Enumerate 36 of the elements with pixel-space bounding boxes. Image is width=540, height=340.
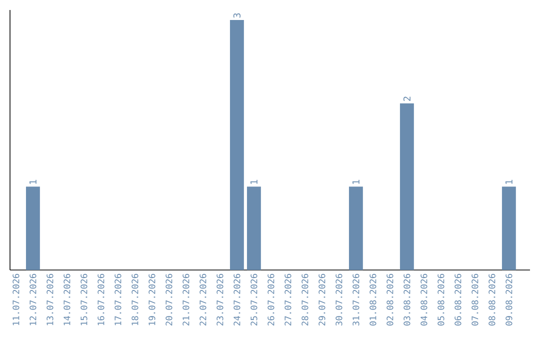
x-tick-label: 17.07.2026 [114,274,122,326]
x-tick-label: 16.07.2026 [98,274,104,326]
x-tick-label: 02.08.2026 [386,274,394,326]
x-tick-label: 03.08.2026 [404,274,410,326]
x-tick-label: 30.07.2026 [336,274,342,326]
x-tick-label: 11.07.2026 [12,274,20,326]
x-tick-label: 21.07.2026 [182,274,190,326]
x-tick-label: 24.07.2026 [234,274,240,326]
x-tick-label: 27.07.2026 [284,274,292,326]
x-tick-label: 22.07.2026 [200,274,206,326]
x-tick-label: 23.07.2026 [216,274,224,326]
x-tick-label: 19.07.2026 [148,274,156,326]
x-tick-label: 28.07.2026 [302,274,308,326]
x-tick-label: 18.07.2026 [132,274,138,326]
x-tick-label: 29.07.2026 [318,274,326,326]
data-label: 2 [403,96,410,101]
x-tick-label: 15.07.2026 [80,274,88,326]
x-tick-label: 12.07.2026 [30,274,36,326]
x-tick-label: 20.07.2026 [166,274,172,326]
x-tick-label: 05.08.2026 [438,274,444,326]
x-tick-label: 08.08.2026 [488,274,496,326]
data-label: 1 [352,180,360,184]
x-tick-label: 06.08.2026 [454,274,462,326]
x-tick-label: 04.08.2026 [420,274,428,326]
x-tick-label: 09.08.2026 [506,274,512,326]
data-label: 1 [29,180,36,184]
x-tick-label: 31.07.2026 [352,274,360,326]
x-tick-label: 14.07.2026 [64,274,70,326]
data-label: 1 [505,180,512,184]
x-tick-label: 25.07.2026 [250,274,258,326]
data-label: 1 [250,180,258,184]
x-tick-label: 07.08.2026 [472,274,478,326]
x-tick-label: 26.07.2026 [268,274,274,326]
x-tick-label: 13.07.2026 [46,274,54,326]
x-tick-label: 01.08.2026 [370,274,376,326]
data-label: 3 [233,13,241,18]
